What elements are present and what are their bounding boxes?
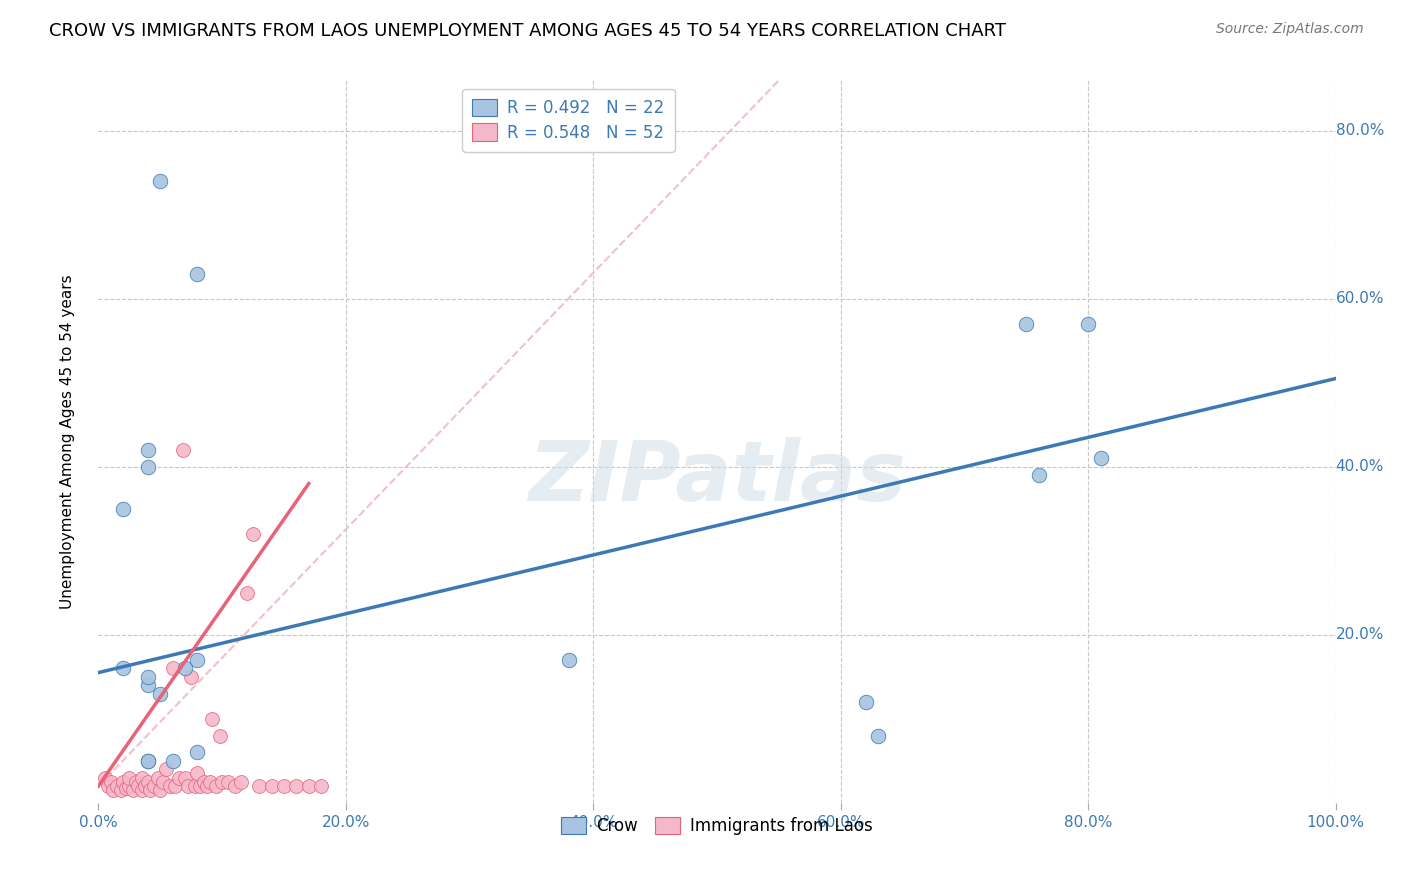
Point — [134, 779, 156, 793]
Point — [217, 774, 239, 789]
Point — [224, 779, 246, 793]
Point — [136, 670, 159, 684]
Point — [188, 779, 211, 793]
Point — [193, 774, 215, 789]
Point — [242, 527, 264, 541]
Text: 60.0%: 60.0% — [1336, 291, 1384, 306]
Point — [167, 771, 190, 785]
Point — [184, 779, 207, 793]
Text: ZIPatlas: ZIPatlas — [529, 437, 905, 518]
Point — [1090, 451, 1112, 466]
Point — [131, 783, 153, 797]
Point — [136, 459, 159, 474]
Point — [136, 774, 159, 789]
Point — [273, 779, 295, 793]
Point — [114, 780, 136, 795]
Point — [557, 653, 579, 667]
Point — [124, 774, 146, 789]
Point — [298, 779, 321, 793]
Point — [247, 779, 270, 793]
Text: 80.0%: 80.0% — [1336, 123, 1384, 138]
Point — [118, 779, 141, 793]
Point — [93, 771, 115, 785]
Point — [146, 771, 169, 785]
Point — [229, 774, 252, 789]
Point — [155, 762, 177, 776]
Point — [1077, 317, 1099, 331]
Point — [112, 501, 135, 516]
Point — [205, 779, 228, 793]
Point — [136, 442, 159, 457]
Point — [186, 745, 208, 759]
Point — [176, 779, 198, 793]
Point — [100, 774, 122, 789]
Y-axis label: Unemployment Among Ages 45 to 54 years: Unemployment Among Ages 45 to 54 years — [60, 274, 75, 609]
Point — [211, 774, 233, 789]
Point — [1015, 317, 1038, 331]
Point — [136, 678, 159, 692]
Point — [149, 783, 172, 797]
Point — [97, 779, 120, 793]
Point — [105, 779, 128, 793]
Point — [139, 783, 162, 797]
Point — [285, 779, 308, 793]
Legend: Crow, Immigrants from Laos: Crow, Immigrants from Laos — [551, 807, 883, 845]
Text: Source: ZipAtlas.com: Source: ZipAtlas.com — [1216, 22, 1364, 37]
Text: 40.0%: 40.0% — [1336, 459, 1384, 475]
Text: 20.0%: 20.0% — [1336, 627, 1384, 642]
Point — [131, 771, 153, 785]
Point — [162, 661, 184, 675]
Point — [122, 783, 145, 797]
Point — [201, 712, 224, 726]
Point — [195, 779, 218, 793]
Point — [172, 442, 194, 457]
Point — [866, 729, 889, 743]
Point — [208, 729, 231, 743]
Text: CROW VS IMMIGRANTS FROM LAOS UNEMPLOYMENT AMONG AGES 45 TO 54 YEARS CORRELATION : CROW VS IMMIGRANTS FROM LAOS UNEMPLOYMEN… — [49, 22, 1007, 40]
Point — [236, 586, 259, 600]
Point — [136, 754, 159, 768]
Point — [149, 687, 172, 701]
Point — [136, 754, 159, 768]
Point — [118, 771, 141, 785]
Point — [112, 774, 135, 789]
Point — [174, 771, 197, 785]
Point — [260, 779, 283, 793]
Point — [198, 774, 221, 789]
Point — [186, 267, 208, 281]
Point — [152, 774, 174, 789]
Point — [174, 661, 197, 675]
Point — [309, 779, 332, 793]
Point — [143, 779, 166, 793]
Point — [186, 766, 208, 780]
Point — [149, 174, 172, 188]
Point — [159, 779, 181, 793]
Point — [112, 661, 135, 675]
Point — [855, 695, 877, 709]
Point — [110, 783, 132, 797]
Point — [186, 653, 208, 667]
Point — [127, 779, 149, 793]
Point — [165, 779, 187, 793]
Point — [1028, 468, 1050, 483]
Point — [180, 670, 202, 684]
Point — [162, 754, 184, 768]
Point — [103, 783, 125, 797]
